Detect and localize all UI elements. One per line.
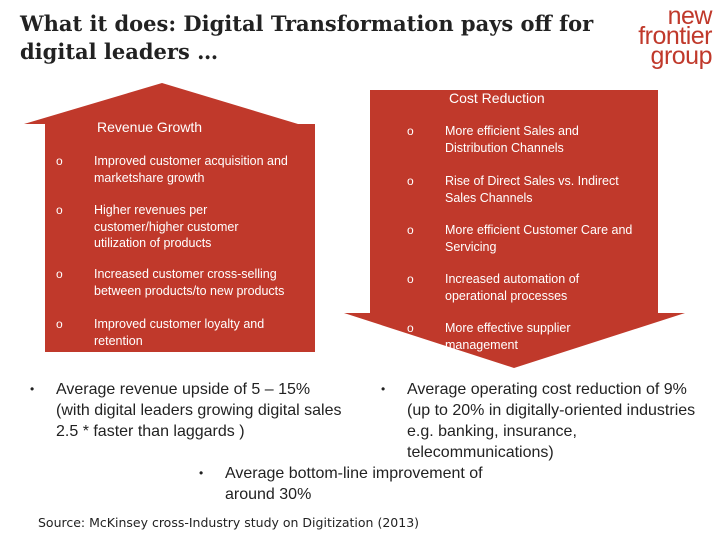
revenue-summary-text: Average revenue upside of 5 – 15% (with … xyxy=(56,381,342,440)
revenue-item-text: Improved customer acquisition and market… xyxy=(94,154,288,185)
revenue-item-text: Improved customer loyalty and retention xyxy=(94,317,265,348)
bullet-dot: • xyxy=(381,382,386,396)
new-frontier-group-logo: new frontier group xyxy=(628,2,713,70)
circle-bullet: o xyxy=(56,154,63,168)
revenue-item-text: Increased customer cross-selling between… xyxy=(94,267,285,298)
bullet-dot: • xyxy=(199,466,204,480)
circle-bullet: o xyxy=(407,223,414,237)
cost-item-text: Increased automation of operational proc… xyxy=(445,272,580,303)
circle-bullet: o xyxy=(56,317,63,331)
source-note: Source: McKinsey cross-Industry study on… xyxy=(38,515,420,530)
revenue-up-arrow xyxy=(24,83,315,352)
cost-item-text: More efficient Customer Care and Servici… xyxy=(445,223,633,254)
bottom-line-summary-text: Average bottom-line improvement of aroun… xyxy=(225,465,483,503)
logo-line-2: frontier xyxy=(638,22,712,50)
cost-summary-text: Average operating cost reduction of 9% (… xyxy=(407,381,696,461)
logo-line-1: new xyxy=(667,2,713,30)
revenue-growth-heading: Revenue Growth xyxy=(97,119,203,135)
circle-bullet: o xyxy=(407,321,414,335)
cost-item-text: More efficient Sales and Distribution Ch… xyxy=(445,124,579,155)
slide-title: What it does: Digital Transformation pay… xyxy=(20,11,594,64)
cost-down-arrow xyxy=(344,90,685,368)
circle-bullet: o xyxy=(56,267,63,281)
logo-line-3: group xyxy=(650,42,713,70)
bullet-dot: • xyxy=(30,382,35,396)
circle-bullet: o xyxy=(407,272,414,286)
cost-reduction-heading: Cost Reduction xyxy=(449,90,545,106)
circle-bullet: o xyxy=(56,203,63,217)
cost-item-text: Rise of Direct Sales vs. Indirect Sales … xyxy=(445,174,619,205)
cost-item-text: More effective supplier management xyxy=(445,321,571,352)
circle-bullet: o xyxy=(407,174,414,188)
circle-bullet: o xyxy=(407,124,414,138)
revenue-item-text: Higher revenues per customer/higher cust… xyxy=(94,203,239,250)
